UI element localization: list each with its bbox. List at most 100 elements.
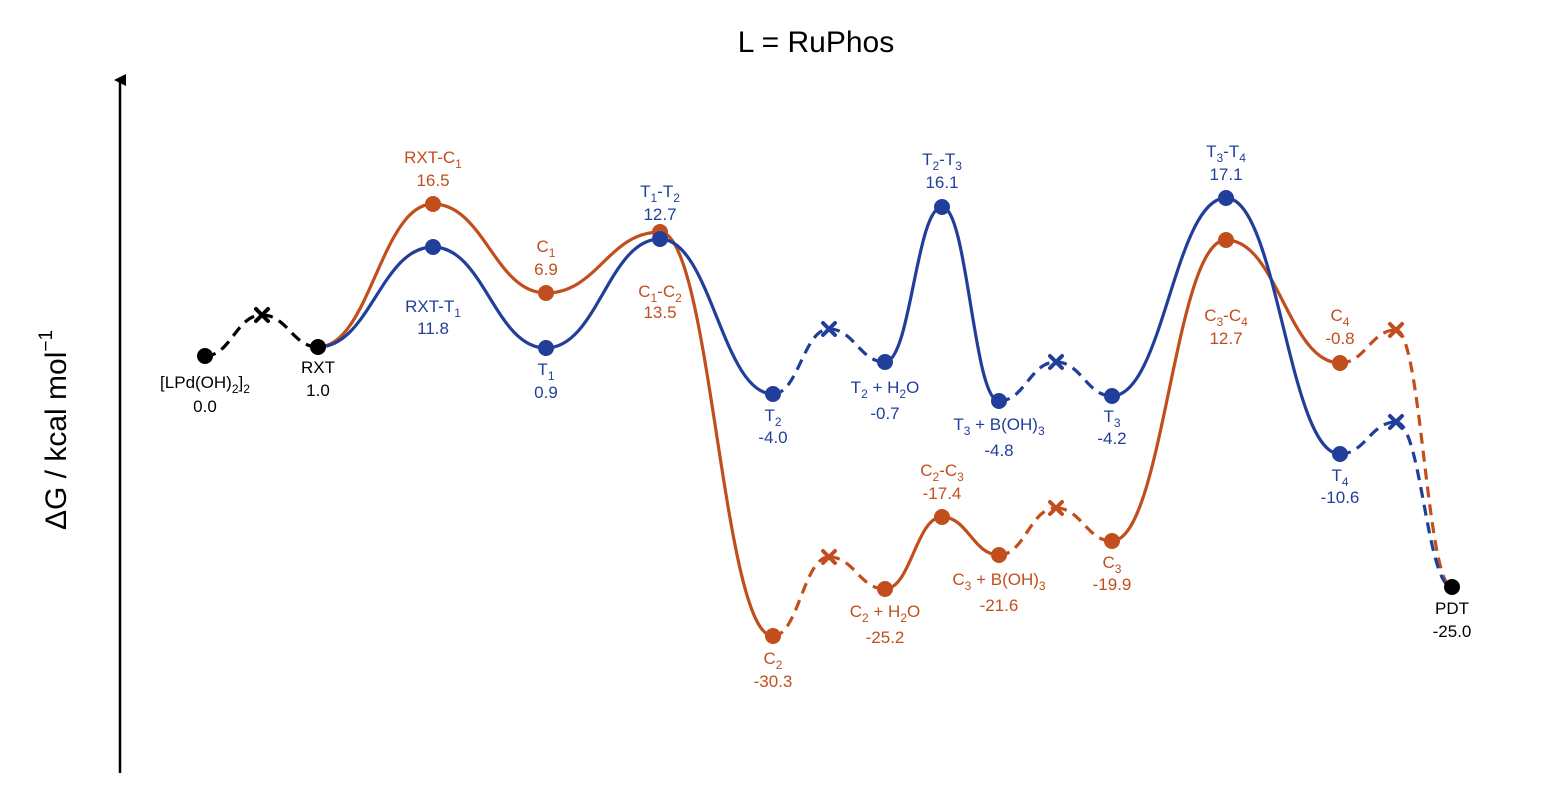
label-subscript: 2 [775, 415, 782, 429]
blue-segment-t3boh-xt3 [998, 360, 1057, 403]
blue-segment-t2-xt2 [772, 327, 830, 396]
point-marker-t2 [765, 386, 781, 402]
label-subscript: 3 [965, 579, 972, 593]
label-text-part: RXT [301, 358, 335, 377]
label-text-part: T [953, 415, 963, 434]
label-subscript: 4 [1239, 151, 1246, 165]
cross-stroke [1048, 354, 1064, 370]
label-text-part: RXT-C [404, 148, 455, 167]
orange-segment-xc3-c3 [1055, 506, 1113, 543]
y-axis-label-text: ΔG / kcal mol [40, 352, 73, 530]
label-subscript: 2 [673, 191, 680, 205]
label-subscript: 4 [1342, 475, 1349, 489]
label-subscript: 3 [1039, 579, 1046, 593]
state-name-t3boh: T3 + B(OH)3 [953, 415, 1045, 438]
energy-value-c4: -0.8 [1325, 329, 1354, 348]
label-subscript: 3 [1038, 424, 1045, 438]
point-marker-t2t3 [934, 199, 950, 215]
label-text-part: -T [657, 182, 673, 201]
point-marker-c4 [1332, 355, 1348, 371]
label-text-part: O [907, 602, 920, 621]
orange-segment-c3boh-xc3 [998, 506, 1057, 557]
label-text-part: C [638, 282, 650, 301]
blue-segment-t3-t3t4 [1111, 196, 1227, 398]
label-text-part: + B(OH) [971, 570, 1039, 589]
cross-marker-xt3 [1048, 354, 1064, 370]
label-subscript: 2 [776, 658, 783, 672]
state-name-t4: T4 [1331, 466, 1348, 489]
blue-segment-t1t2-t2 [659, 237, 774, 396]
state-name-t1: T1 [537, 360, 554, 383]
point-marker-c2h2o [877, 581, 893, 597]
label-text-part: C [850, 602, 862, 621]
label-text-part: T [640, 182, 650, 201]
label-subscript: 4 [1241, 315, 1248, 329]
label-subscript: 1 [454, 306, 461, 320]
cross-stroke [1388, 322, 1404, 338]
label-text-part: -C [657, 282, 675, 301]
label-subscript: 3 [955, 159, 962, 173]
energy-value-t2h2o: -0.7 [870, 404, 899, 423]
state-name-t3t4: T3-T4 [1206, 142, 1246, 165]
point-marker-t1t2 [652, 231, 668, 247]
blue-segment-t2t3-t3boh [941, 205, 1000, 403]
label-text-part: C [1103, 553, 1115, 572]
orange-segment-c3-c3c4 [1111, 238, 1227, 543]
energy-value-rxtc1: 16.5 [416, 171, 449, 190]
label-subscript: 3 [957, 470, 964, 484]
label-subscript: 2 [932, 470, 939, 484]
label-text-part: C [952, 570, 964, 589]
energy-value-start: 0.0 [193, 397, 217, 416]
state-name-pdt: PDT [1435, 599, 1469, 618]
state-name-t3: T3 [1103, 407, 1120, 430]
energy-value-pdt: -25.0 [1433, 622, 1472, 641]
orange-segment-xc4-pdt [1395, 328, 1453, 589]
blue-segment-rxt-rxtt1 [317, 245, 434, 349]
label-subscript: 1 [455, 157, 462, 171]
label-text-part: [LPd(OH) [160, 373, 232, 392]
labels-layer: [LPd(OH)2]20.0RXT1.0RXT-C116.5C16.9C1-C2… [160, 142, 1471, 691]
label-subscript: 2 [861, 387, 868, 401]
cross-marker-xc4 [1388, 322, 1404, 338]
point-marker-c2c3 [934, 509, 950, 525]
label-text-part: T [922, 150, 932, 169]
point-marker-t1 [538, 340, 554, 356]
state-name-start: [LPd(OH)2]2 [160, 373, 250, 396]
label-subscript: 3 [964, 424, 971, 438]
chart-title: L = RuPhos [738, 26, 895, 59]
point-marker-c3 [1104, 533, 1120, 549]
orange-segment-c3c4-c4 [1225, 238, 1341, 365]
orange-segment-rxt-rxtc1 [317, 202, 434, 349]
label-subscript: 2 [899, 387, 906, 401]
label-text-part: T [851, 378, 861, 397]
label-subscript: 2 [932, 159, 939, 173]
state-name-c3boh: C3 + B(OH)3 [952, 570, 1046, 593]
label-subscript: 1 [650, 291, 657, 305]
orange-segment-c2-xc2 [772, 555, 830, 638]
label-text-part: T [537, 360, 547, 379]
cross-stroke [821, 549, 837, 565]
state-name-t1t2: T1-T2 [640, 182, 680, 205]
label-text-part: T [1331, 466, 1341, 485]
orange-segment-c2c3-c3boh [941, 515, 1000, 557]
energy-value-t3: -4.2 [1097, 429, 1126, 448]
point-marker-t2h2o [877, 354, 893, 370]
energy-value-c2c3: -17.4 [923, 484, 962, 503]
state-name-rxtc1: RXT-C1 [404, 148, 462, 171]
state-name-c2c3: C2-C3 [920, 461, 964, 484]
label-text-part: C [1204, 306, 1216, 325]
energy-value-c3: -19.9 [1093, 575, 1132, 594]
state-name-t2t3: T2-T3 [922, 150, 962, 173]
energy-value-rxt: 1.0 [306, 381, 330, 400]
energy-value-c1c2: 13.5 [643, 303, 676, 322]
label-subscript: 1 [548, 369, 555, 383]
blue-segment-t4-xt4 [1339, 420, 1397, 456]
orange-segment-xc2-c2h2o [828, 555, 886, 591]
state-name-c1: C1 [537, 237, 556, 260]
cross-marker-xs [254, 307, 270, 323]
cross-stroke [1048, 500, 1064, 516]
blue-segment-xt2-t2h2o [828, 327, 886, 364]
state-name-c1c2: C1-C2 [638, 282, 682, 305]
blue-segment-xt4-pdt [1395, 420, 1453, 589]
point-marker-c3boh [991, 547, 1007, 563]
